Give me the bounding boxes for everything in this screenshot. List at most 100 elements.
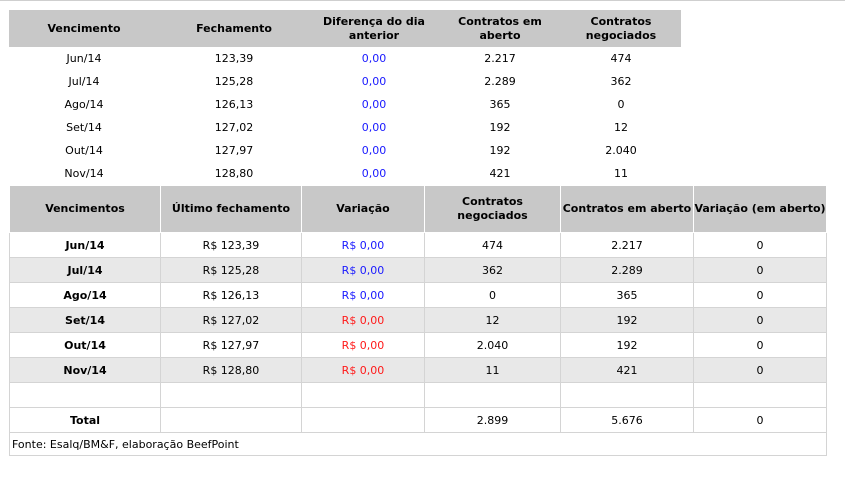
cell-variacao-aberto: 0 — [693, 257, 827, 283]
table2-header-variacao: Variação — [301, 185, 425, 233]
cell-contratos-negociados: 2.040 — [424, 332, 561, 358]
cell-diferenca: 0,00 — [361, 98, 387, 111]
table1-header-contratos-aberto: Contratos em aberto — [439, 10, 561, 47]
cell-fechamento: 127,02 — [214, 121, 254, 134]
cell-fechamento: 123,39 — [214, 52, 254, 65]
total-row: Total 2.899 5.676 0 — [9, 407, 827, 433]
cell-variacao-aberto: 0 — [693, 357, 827, 383]
cell-diferenca: 0,00 — [361, 121, 387, 134]
cell-vencimento: Ago/14 — [9, 282, 161, 308]
cell-variacao-aberto: 0 — [693, 282, 827, 308]
empty-cell — [560, 382, 694, 408]
cell-contratos-negociados: 12 — [614, 121, 628, 134]
cell-fechamento: 125,28 — [214, 75, 254, 88]
cell-contratos-aberto: 365 — [560, 282, 694, 308]
cell-vencimento: Jun/14 — [9, 232, 161, 258]
cell-contratos-aberto: 2.289 — [560, 257, 694, 283]
cell-vencimento: Set/14 — [66, 121, 102, 134]
cell-contratos-aberto: 2.217 — [484, 52, 516, 65]
table2-header-row: Vencimentos Último fechamento Variação C… — [9, 185, 827, 233]
table-row: Jul/14 125,28 0,00 2.289 362 — [9, 70, 681, 93]
table1-header-diferenca: Diferença do dia anterior — [309, 10, 439, 47]
cell-contratos-negociados: 474 — [424, 232, 561, 258]
cell-vencimento: Out/14 — [65, 144, 103, 157]
cell-variacao: R$ 0,00 — [301, 282, 425, 308]
cell-contratos-aberto: 192 — [560, 307, 694, 333]
table-row: Set/14 127,02 0,00 192 12 — [9, 116, 681, 139]
table2-header-variacao-aberto: Variação (em aberto) — [693, 185, 827, 233]
cell-diferenca: 0,00 — [361, 75, 387, 88]
cell-variacao: R$ 0,00 — [301, 232, 425, 258]
cell-ultimo-fechamento: R$ 123,39 — [160, 232, 302, 258]
cell-contratos-negociados: 362 — [610, 75, 632, 88]
cell-diferenca: 0,00 — [361, 144, 387, 157]
cell-variacao: R$ 0,00 — [301, 357, 425, 383]
table-row: Out/14 R$ 127,97 R$ 0,00 2.040 192 0 — [9, 332, 827, 358]
table1-header-fechamento: Fechamento — [159, 10, 309, 47]
empty-cell — [301, 382, 425, 408]
table-row: Jul/14 R$ 125,28 R$ 0,00 362 2.289 0 — [9, 257, 827, 283]
cell-vencimento: Nov/14 — [64, 167, 104, 180]
table2-header-ultimo-fechamento: Último fechamento — [160, 185, 302, 233]
table1-header-row: Vencimento Fechamento Diferença do dia a… — [9, 10, 681, 47]
cell-contratos-negociados: 474 — [610, 52, 632, 65]
table-row: Nov/14 R$ 128,80 R$ 0,00 11 421 0 — [9, 357, 827, 383]
table-row: Ago/14 R$ 126,13 R$ 0,00 0 365 0 — [9, 282, 827, 308]
cell-ultimo-fechamento: R$ 126,13 — [160, 282, 302, 308]
cell-variacao-aberto: 0 — [693, 232, 827, 258]
cell-contratos-negociados: 0 — [617, 98, 625, 111]
table-row: Jun/14 R$ 123,39 R$ 0,00 474 2.217 0 — [9, 232, 827, 258]
cell-contratos-negociados: 11 — [424, 357, 561, 383]
table-row: Jun/14 123,39 0,00 2.217 474 — [9, 47, 681, 70]
cell-vencimento: Set/14 — [9, 307, 161, 333]
empty-cell — [9, 382, 161, 408]
cell-variacao: R$ 0,00 — [301, 257, 425, 283]
table-row: Set/14 R$ 127,02 R$ 0,00 12 192 0 — [9, 307, 827, 333]
total-ultimo-fechamento — [160, 407, 302, 433]
cell-vencimento: Ago/14 — [64, 98, 104, 111]
cell-contratos-negociados: 2.040 — [605, 144, 637, 157]
table1-header-vencimento: Vencimento — [9, 10, 159, 47]
cell-variacao-aberto: 0 — [693, 332, 827, 358]
table-row: Ago/14 126,13 0,00 365 0 — [9, 93, 681, 116]
cell-ultimo-fechamento: R$ 127,02 — [160, 307, 302, 333]
cell-diferenca: 0,00 — [361, 52, 387, 65]
cell-contratos-aberto: 192 — [489, 144, 511, 157]
futures-table-2: Vencimentos Último fechamento Variação C… — [9, 185, 827, 456]
table-row: Nov/14 128,80 0,00 421 11 — [9, 162, 681, 185]
total-label: Total — [9, 407, 161, 433]
table2-header-contratos-aberto: Contratos em aberto — [560, 185, 694, 233]
cell-vencimento: Jun/14 — [66, 52, 102, 65]
empty-row — [9, 382, 827, 408]
cell-ultimo-fechamento: R$ 128,80 — [160, 357, 302, 383]
empty-cell — [160, 382, 302, 408]
cell-contratos-aberto: 192 — [560, 332, 694, 358]
cell-contratos-aberto: 2.217 — [560, 232, 694, 258]
total-contratos-aberto: 5.676 — [560, 407, 694, 433]
cell-fechamento: 127,97 — [214, 144, 254, 157]
cell-vencimento: Jul/14 — [9, 257, 161, 283]
cell-variacao-aberto: 0 — [693, 307, 827, 333]
cell-contratos-aberto: 365 — [489, 98, 511, 111]
cell-contratos-aberto: 421 — [489, 167, 511, 180]
table1-header-contratos-negociados: Contratos negociados — [561, 10, 681, 47]
source-row: Fonte: Esalq/BM&F, elaboração BeefPoint — [9, 432, 827, 456]
cell-variacao: R$ 0,00 — [301, 307, 425, 333]
cell-vencimento: Jul/14 — [68, 75, 100, 88]
cell-ultimo-fechamento: R$ 127,97 — [160, 332, 302, 358]
cell-vencimento: Nov/14 — [9, 357, 161, 383]
cell-vencimento: Out/14 — [9, 332, 161, 358]
cell-contratos-negociados: 11 — [614, 167, 628, 180]
total-contratos-negociados: 2.899 — [424, 407, 561, 433]
source-note: Fonte: Esalq/BM&F, elaboração BeefPoint — [9, 432, 827, 456]
table2-header-contratos-negociados: Contratos negociados — [424, 185, 561, 233]
cell-contratos-negociados: 0 — [424, 282, 561, 308]
total-variacao — [301, 407, 425, 433]
cell-fechamento: 128,80 — [214, 167, 254, 180]
cell-ultimo-fechamento: R$ 125,28 — [160, 257, 302, 283]
empty-cell — [424, 382, 561, 408]
cell-variacao: R$ 0,00 — [301, 332, 425, 358]
table-row: Out/14 127,97 0,00 192 2.040 — [9, 139, 681, 162]
empty-cell — [693, 382, 827, 408]
cell-fechamento: 126,13 — [214, 98, 254, 111]
